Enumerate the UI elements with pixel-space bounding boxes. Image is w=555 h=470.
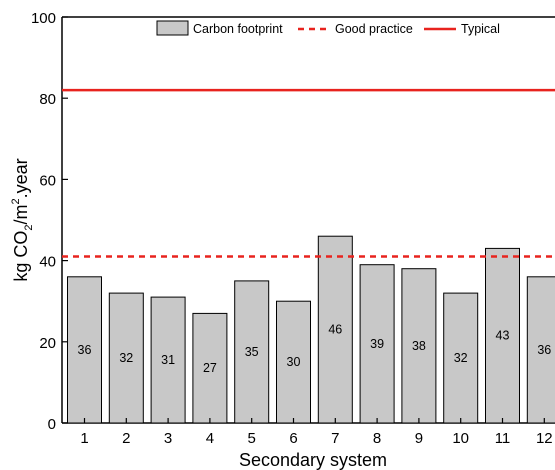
bar-value-label-6: 30 xyxy=(287,355,301,369)
bar-9 xyxy=(401,268,437,424)
y-tick-label-0: 0 xyxy=(48,416,56,433)
x-tick-label-5: 5 xyxy=(248,430,256,447)
y-axis-title-main: kg CO xyxy=(11,231,31,282)
x-tick-label-1: 1 xyxy=(80,430,88,447)
x-tick-label-7: 7 xyxy=(331,430,339,447)
bar-12 xyxy=(526,276,555,424)
y-tick-label-40: 40 xyxy=(39,254,56,271)
bar-value-label-5: 35 xyxy=(245,345,259,359)
legend-swatch-carbon-footprint xyxy=(156,20,189,36)
reference-lines-layer xyxy=(62,88,555,258)
x-ticks-layer: 1 2 3 4 5 6 7 8 9 10 11 12 xyxy=(80,418,553,447)
y-axis-title: kg CO2/m2.year xyxy=(10,158,35,281)
bar-value-label-10: 32 xyxy=(454,351,468,365)
x-tick-label-6: 6 xyxy=(289,430,297,447)
y-tick-label-80: 80 xyxy=(39,91,56,108)
y-tick-label-100: 100 xyxy=(31,10,56,27)
bar-value-label-1: 36 xyxy=(78,343,92,357)
bar-value-label-2: 32 xyxy=(119,351,133,365)
bar-7 xyxy=(317,235,353,424)
bar-1 xyxy=(67,276,102,424)
bar-value-label-9: 38 xyxy=(412,339,426,353)
y-axis-title-sup: 2 xyxy=(10,198,22,204)
x-axis-title: Secondary system xyxy=(239,450,387,470)
legend-label-typical: Typical xyxy=(461,22,500,36)
bar-value-label-7: 46 xyxy=(328,323,342,337)
bar-value-label-12: 36 xyxy=(537,343,551,357)
x-tick-label-2: 2 xyxy=(122,430,130,447)
y-tick-label-20: 20 xyxy=(39,335,56,352)
bar-value-label-8: 39 xyxy=(370,337,384,351)
bar-labels-layer: 36 32 31 27 35 30 46 39 38 32 43 36 xyxy=(78,323,552,376)
x-tick-label-8: 8 xyxy=(373,430,381,447)
bars-layer xyxy=(67,235,555,424)
legend-label-good-practice: Good practice xyxy=(335,22,413,36)
x-tick-label-9: 9 xyxy=(415,430,423,447)
bar-3 xyxy=(150,296,186,424)
y-axis-title-end: .year xyxy=(11,158,31,198)
x-tick-label-11: 11 xyxy=(495,430,511,447)
bar-2 xyxy=(108,292,144,424)
x-tick-label-12: 12 xyxy=(536,430,553,447)
legend: Carbon footprint Good practice Typical xyxy=(156,20,500,36)
bar-8 xyxy=(359,264,395,424)
y-tick-label-60: 60 xyxy=(39,172,56,189)
bar-value-label-4: 27 xyxy=(203,361,217,375)
bar-10 xyxy=(443,292,479,424)
y-axis-title-sub: 2 xyxy=(23,225,35,231)
x-tick-label-10: 10 xyxy=(452,430,469,447)
bar-value-label-3: 31 xyxy=(161,353,175,367)
bar-value-label-11: 43 xyxy=(496,329,510,343)
y-ticks-layer: 0 20 40 60 80 100 xyxy=(31,10,68,433)
x-tick-label-3: 3 xyxy=(164,430,172,447)
legend-label-carbon-footprint: Carbon footprint xyxy=(193,22,283,36)
y-axis-title-mid: /m xyxy=(11,205,31,225)
x-tick-label-4: 4 xyxy=(206,430,214,447)
